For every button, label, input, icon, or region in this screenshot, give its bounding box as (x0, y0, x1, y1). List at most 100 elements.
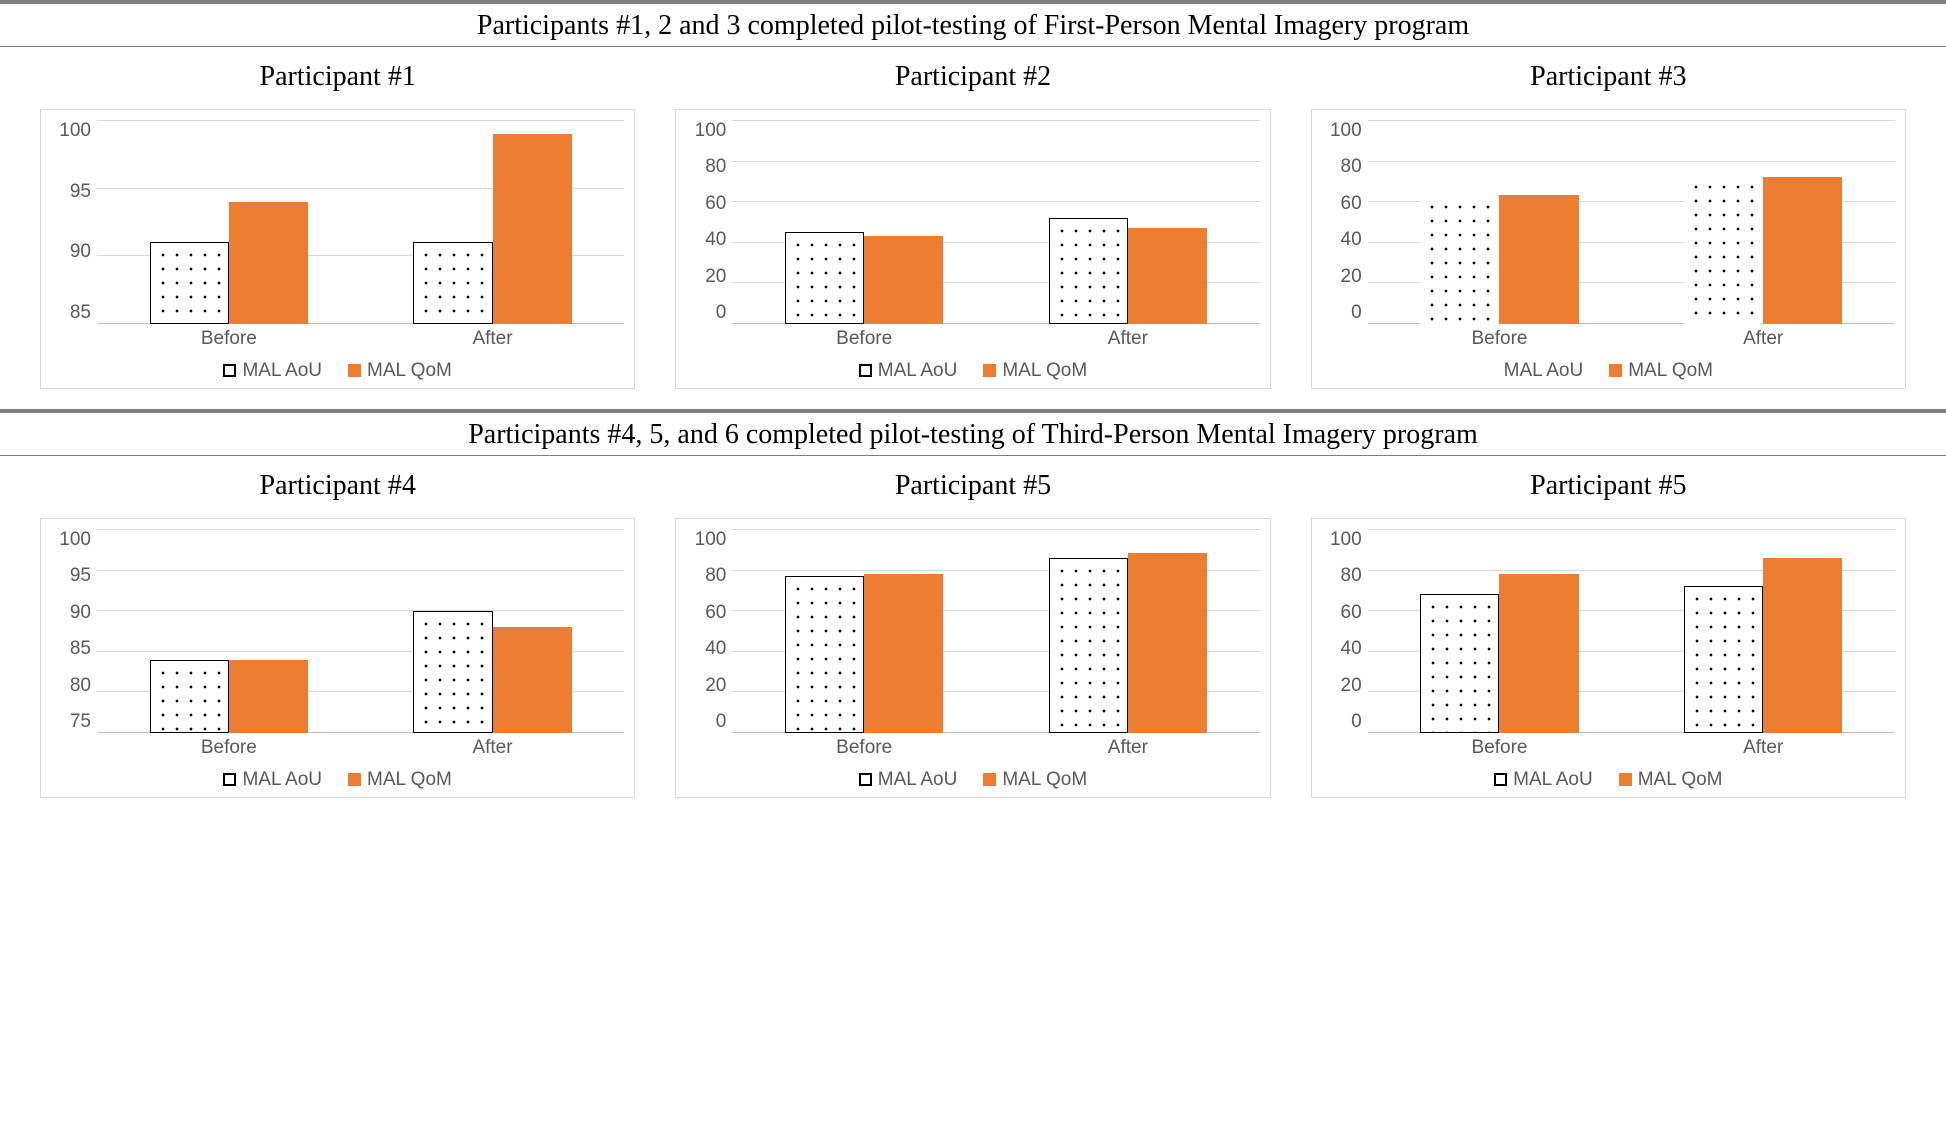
legend-swatch-qom (983, 773, 996, 786)
bar-mal-qom (1499, 574, 1578, 733)
bar-group (732, 120, 996, 324)
figure-page: Participants #1, 2 and 3 completed pilot… (0, 0, 1946, 818)
y-tick-label: 20 (1341, 675, 1362, 697)
x-axis-labels: BeforeAfter (732, 324, 1259, 350)
x-tick-label: Before (732, 737, 996, 759)
y-tick-label: 80 (70, 675, 91, 697)
bar-mal-aou (1684, 586, 1763, 733)
y-axis-labels: 100959085 (51, 120, 97, 324)
legend-label-qom: MAL QoM (1638, 769, 1723, 790)
y-tick-label: 20 (705, 675, 726, 697)
x-tick-label: Before (97, 328, 361, 350)
bar-mal-qom (864, 574, 943, 733)
legend-label-aou: MAL AoU (242, 360, 322, 381)
bar-group (1631, 120, 1895, 324)
bar-mal-aou (150, 242, 229, 324)
legend: MAL AoU MAL QoM (51, 769, 624, 791)
y-tick-label: 90 (70, 241, 91, 263)
bar-group (361, 120, 625, 324)
bar-group (1368, 120, 1632, 324)
legend-swatch-qom (348, 364, 361, 377)
legend-label-qom: MAL QoM (1628, 360, 1713, 381)
bar-mal-qom (1763, 177, 1842, 324)
bar-mal-aou (1420, 195, 1499, 324)
plot-region (1368, 120, 1895, 324)
y-tick-label: 20 (705, 266, 726, 288)
y-axis-labels: 100806040200 (1322, 529, 1368, 733)
bar-mal-aou (1420, 594, 1499, 733)
legend-label-aou: MAL AoU (878, 769, 958, 790)
y-tick-label: 60 (705, 602, 726, 624)
legend-swatch-qom (1609, 364, 1622, 377)
legend-item-qom: MAL QoM (348, 360, 452, 382)
y-tick-label: 90 (70, 602, 91, 624)
legend-item-aou: MAL AoU (223, 769, 322, 791)
panel-p6-chart: 100806040200BeforeAfterMAL AoUMAL QoM (1311, 518, 1906, 798)
legend-swatch-qom (1619, 773, 1632, 786)
bar-mal-aou (413, 242, 492, 324)
legend-item-aou: MAL AoU (859, 769, 958, 791)
y-tick-label: 60 (1341, 602, 1362, 624)
bar-mal-aou (1049, 558, 1128, 733)
legend: MAL AoU MAL QoM (686, 769, 1259, 791)
x-axis-labels: BeforeAfter (1368, 324, 1895, 350)
bar-group (97, 120, 361, 324)
y-axis-labels: 100806040200 (1322, 120, 1368, 324)
panel-p3: Participant #3 100806040200BeforeAfterMA… (1311, 57, 1906, 389)
panel-p4: Participant #4 1009590858075BeforeAfterM… (40, 466, 635, 798)
y-tick-label: 95 (70, 565, 91, 587)
legend-label-qom: MAL QoM (1002, 769, 1087, 790)
x-tick-label: Before (1368, 737, 1632, 759)
panel-p3-title: Participant #3 (1530, 61, 1686, 93)
legend-item-qom: MAL QoM (1619, 769, 1723, 791)
legend-item-qom: MAL QoM (348, 769, 452, 791)
x-axis-labels: BeforeAfter (732, 733, 1259, 759)
x-axis-labels: BeforeAfter (97, 733, 624, 759)
panel-p1-title: Participant #1 (260, 61, 416, 93)
bar-mal-aou (413, 611, 492, 733)
y-tick-label: 60 (705, 193, 726, 215)
section-2-row: Participant #4 1009590858075BeforeAfterM… (0, 456, 1946, 818)
panel-p6-title: Participant #5 (1530, 470, 1686, 502)
legend-item-aou: MAL AoU (1494, 769, 1593, 791)
plot-region (97, 120, 624, 324)
x-tick-label: Before (732, 328, 996, 350)
legend-item-qom: MAL QoM (983, 360, 1087, 382)
legend-label-aou: MAL AoU (878, 360, 958, 381)
x-axis-labels: BeforeAfter (97, 324, 624, 350)
legend-swatch-aou (223, 773, 236, 786)
legend: MAL AoU MAL QoM (51, 360, 624, 382)
section-2-title: Participants #4, 5, and 6 completed pilo… (0, 409, 1946, 456)
y-tick-label: 0 (1351, 302, 1362, 324)
plot-region (1368, 529, 1895, 733)
bar-group (1631, 529, 1895, 733)
legend-swatch-aou (223, 364, 236, 377)
bar-group (1368, 529, 1632, 733)
y-tick-label: 0 (1351, 711, 1362, 733)
legend-item-aou: MAL AoU (859, 360, 958, 382)
legend-item-aou: MAL AoU (1504, 360, 1584, 382)
legend-label-qom: MAL QoM (1002, 360, 1087, 381)
bar-mal-qom (1128, 228, 1207, 324)
x-tick-label: Before (97, 737, 361, 759)
bar-mal-qom (229, 202, 308, 324)
bar-group (97, 529, 361, 733)
bar-mal-qom (1763, 558, 1842, 733)
y-tick-label: 80 (705, 565, 726, 587)
legend-label-qom: MAL QoM (367, 769, 452, 790)
y-tick-label: 100 (59, 120, 91, 142)
y-tick-label: 85 (70, 638, 91, 660)
y-tick-label: 80 (1341, 156, 1362, 178)
bar-mal-qom (864, 236, 943, 324)
x-tick-label: After (996, 737, 1260, 759)
y-axis-labels: 100806040200 (686, 529, 732, 733)
y-tick-label: 20 (1341, 266, 1362, 288)
y-tick-label: 100 (59, 529, 91, 551)
y-tick-label: 0 (716, 711, 727, 733)
bar-mal-qom (1499, 195, 1578, 324)
y-tick-label: 40 (705, 638, 726, 660)
y-tick-label: 75 (70, 711, 91, 733)
y-tick-label: 85 (70, 302, 91, 324)
y-tick-label: 40 (705, 229, 726, 251)
bar-group (996, 529, 1260, 733)
